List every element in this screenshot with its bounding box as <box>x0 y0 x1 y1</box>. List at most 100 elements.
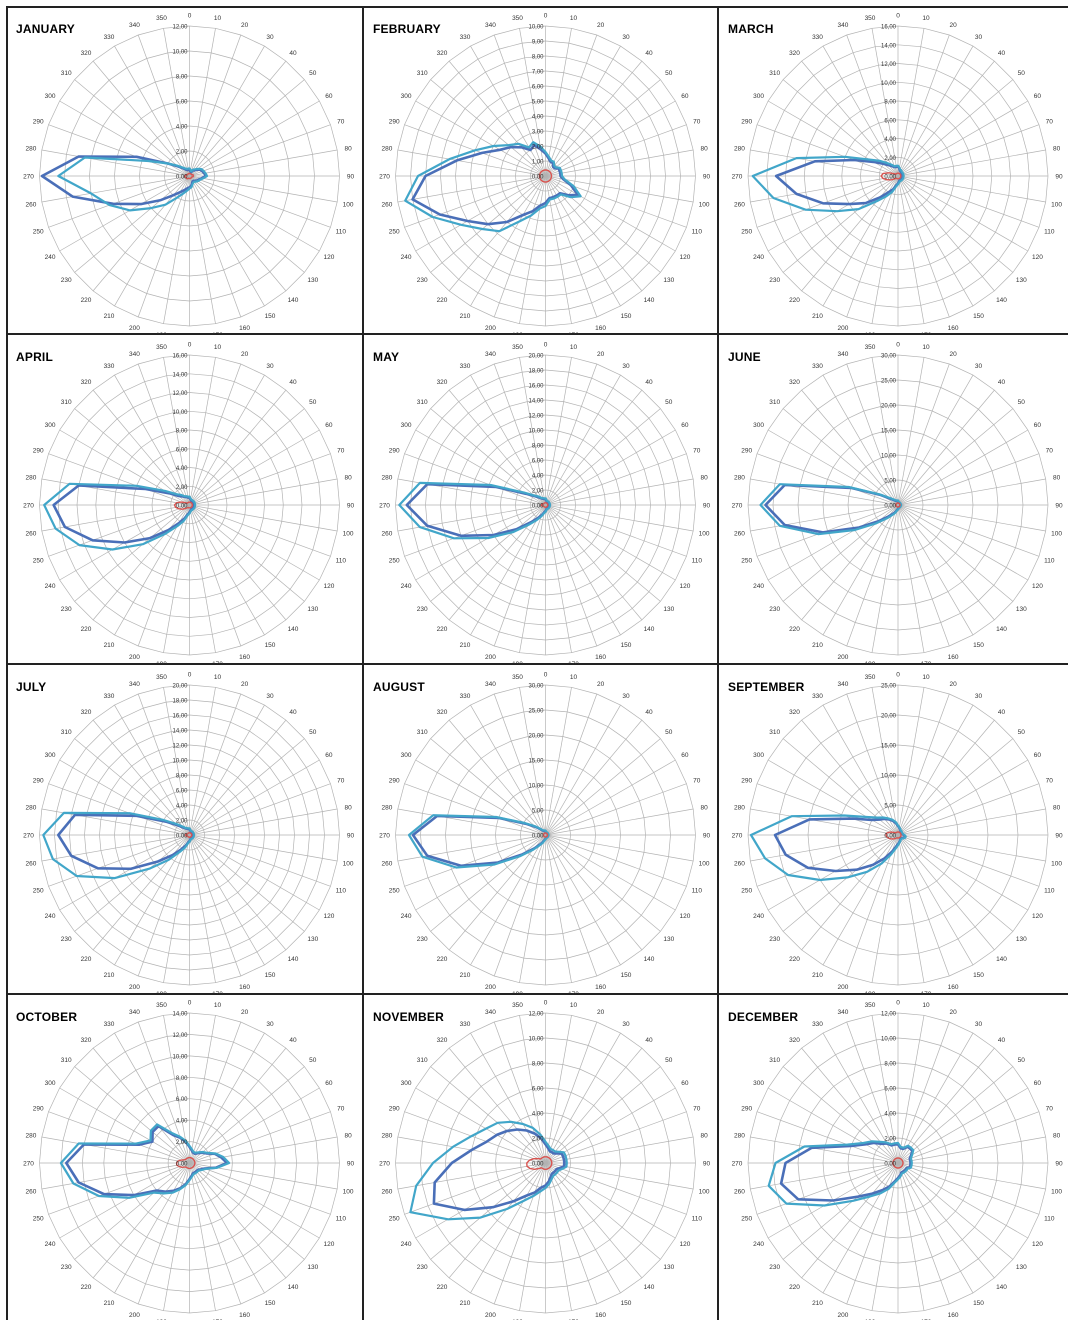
angle-tick-label: 220 <box>789 1284 800 1291</box>
angle-tick-label: 160 <box>595 1312 606 1319</box>
radial-tick-label: 5,00 <box>884 804 896 810</box>
angle-tick-label: 180 <box>540 664 551 665</box>
grid-spoke <box>897 1162 995 1279</box>
grid-spoke <box>545 100 676 177</box>
series-line-3 <box>183 172 195 180</box>
grid-spoke <box>897 504 950 647</box>
angle-tick-label: 40 <box>289 1037 297 1044</box>
angle-tick-label: 230 <box>61 277 72 284</box>
angle-tick-label: 260 <box>734 1189 745 1196</box>
grid-spoke <box>448 1162 546 1279</box>
angle-tick-label: 190 <box>156 661 167 664</box>
radial-tick-label: 30,00 <box>528 684 544 690</box>
radial-tick-label: 12,00 <box>881 62 897 68</box>
radar-chart-svg: 0 10 20 30 40 50 60 70 80 90 100 110 120 130 140 150 160… <box>732 1000 1063 1320</box>
radial-tick-label: 2,00 <box>884 1137 896 1143</box>
grid-spoke <box>137 34 190 177</box>
angle-tick-label: 340 <box>837 351 848 358</box>
angle-tick-label: 100 <box>699 861 710 868</box>
angle-tick-label: 210 <box>812 1300 823 1307</box>
angle-tick-label: 30 <box>266 34 274 41</box>
angle-tick-label: 170 <box>212 661 223 664</box>
angle-tick-label: 300 <box>45 752 56 759</box>
angle-tick-label: 100 <box>699 202 710 209</box>
angle-tick-label: 160 <box>239 325 250 332</box>
angle-tick-label: 30 <box>266 1021 274 1028</box>
angle-tick-label: 150 <box>973 642 984 649</box>
angle-tick-label: 240 <box>401 254 412 261</box>
angle-tick-label: 320 <box>789 50 800 57</box>
grid-spoke <box>897 389 995 506</box>
angle-tick-label: 340 <box>485 351 496 358</box>
grid-spoke <box>545 504 661 602</box>
angle-tick-label: 170 <box>212 991 223 994</box>
angle-tick-label: 0 <box>544 672 548 679</box>
angle-tick-label: 350 <box>865 1002 876 1009</box>
radial-tick-label: 0,00 <box>884 834 896 840</box>
grid-spoke <box>74 504 190 602</box>
grid-spoke <box>189 175 242 318</box>
grid-spoke <box>189 1032 265 1164</box>
angle-tick-label: 70 <box>337 777 345 784</box>
angle-tick-label: 70 <box>693 447 701 454</box>
grid-spoke <box>114 1162 190 1294</box>
radial-tick-label: 10,00 <box>881 81 897 87</box>
radial-tick-label: 15,00 <box>881 429 897 435</box>
grid-spoke <box>846 693 899 836</box>
angle-tick-label: 240 <box>753 1241 764 1248</box>
grid-spoke <box>782 1162 899 1260</box>
radial-tick-label: 30,00 <box>881 354 897 360</box>
radial-tick-label: 10,00 <box>528 1037 544 1043</box>
angle-tick-label: 120 <box>1032 913 1043 920</box>
grid-spoke <box>897 834 974 966</box>
angle-tick-label: 290 <box>33 118 44 125</box>
angle-tick-label: 340 <box>129 22 140 29</box>
radial-tick-label: 8,00 <box>176 774 188 780</box>
angle-tick-label: 260 <box>381 531 392 538</box>
grid-spoke <box>897 1021 950 1164</box>
angle-tick-label: 330 <box>460 1021 471 1028</box>
angle-tick-label: 230 <box>769 277 780 284</box>
angle-tick-label: 280 <box>734 146 745 153</box>
angle-tick-label: 150 <box>973 972 984 979</box>
angle-tick-label: 0 <box>188 1000 192 1007</box>
grid-spoke <box>822 504 899 636</box>
angle-tick-label: 40 <box>289 50 297 57</box>
radial-tick-label: 0,00 <box>176 834 188 840</box>
angle-tick-label: 70 <box>693 118 701 125</box>
angle-tick-label: 150 <box>265 642 276 649</box>
angle-tick-label: 330 <box>460 693 471 700</box>
grid-spoke <box>448 1047 546 1164</box>
grid-spoke <box>871 1015 899 1164</box>
angle-tick-label: 270 <box>23 174 34 181</box>
angle-tick-label: 100 <box>343 1189 354 1196</box>
grid-spoke <box>545 834 572 983</box>
angle-tick-label: 20 <box>949 351 957 358</box>
frame-row-3 <box>6 993 1068 995</box>
angle-tick-label: 300 <box>45 1080 56 1087</box>
angle-tick-label: 60 <box>681 1080 689 1087</box>
radar-chart-svg: 0 10 20 30 40 50 60 70 80 90 100 110 120 130 140 150 160… <box>732 342 1063 665</box>
angle-tick-label: 130 <box>1016 606 1027 613</box>
grid-spoke <box>404 1162 546 1215</box>
grid-spoke <box>189 124 331 177</box>
grid-spoke <box>545 175 676 252</box>
angle-tick-label: 310 <box>769 729 780 736</box>
angle-tick-label: 190 <box>156 991 167 994</box>
grid-spoke <box>189 175 338 203</box>
angle-tick-label: 150 <box>973 1300 984 1307</box>
angle-tick-label: 100 <box>1051 861 1062 868</box>
grid-spoke <box>545 478 694 506</box>
radar-panel-december: DECEMBER 0 10 20 30 40 50 60 70 80 90 100 110 120 130 1… <box>720 996 1068 1320</box>
angle-tick-label: 10 <box>570 15 578 22</box>
grid-spoke <box>163 687 190 836</box>
grid-spoke <box>448 834 546 951</box>
angle-tick-label: 130 <box>307 606 318 613</box>
angle-tick-label: 100 <box>343 202 354 209</box>
angle-tick-label: 80 <box>700 1133 708 1140</box>
angle-tick-label: 130 <box>1016 936 1027 943</box>
angle-tick-label: 130 <box>663 936 674 943</box>
angle-tick-label: 60 <box>1034 752 1042 759</box>
grid-spoke <box>545 1162 643 1279</box>
grid-spoke <box>897 808 1046 836</box>
